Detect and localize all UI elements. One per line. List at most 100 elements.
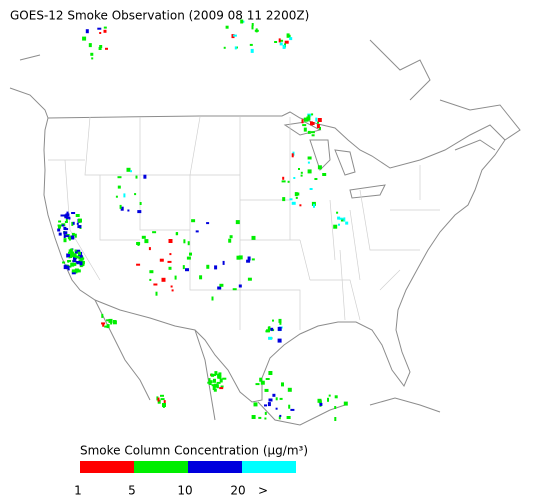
smoke-pixel <box>284 40 289 44</box>
smoke-pixel <box>307 161 310 164</box>
smoke-pixel <box>214 265 218 270</box>
smoke-pixel <box>299 204 302 207</box>
smoke-pixel <box>160 398 165 401</box>
smoke-pixel <box>191 219 196 223</box>
smoke-pixel <box>247 277 252 281</box>
smoke-pixel <box>217 286 222 290</box>
smoke-pixel <box>74 249 77 252</box>
smoke-pixel <box>206 222 210 225</box>
smoke-pixel <box>113 320 116 323</box>
smoke-pixel <box>334 406 337 409</box>
smoke-pixel <box>70 262 75 267</box>
smoke-pixel <box>139 202 142 205</box>
smoke-pixel <box>307 114 310 118</box>
smoke-pixel <box>104 325 108 328</box>
great-lakes <box>283 121 386 199</box>
smoke-pixel <box>63 231 68 235</box>
smoke-pixel <box>279 414 282 417</box>
smoke-pixel <box>97 27 102 30</box>
smoke-pixel <box>211 384 216 387</box>
smoke-pixel <box>73 262 77 266</box>
smoke-pixel <box>103 26 107 29</box>
colorbar-segment <box>134 461 188 473</box>
smoke-pixel <box>105 47 108 50</box>
smoke-pixel <box>60 214 65 217</box>
smoke-pixel <box>175 232 178 236</box>
smoke-pixel <box>159 258 164 262</box>
legend-title: Smoke Column Concentration (μg/m³) <box>80 444 308 458</box>
smoke-pixel <box>152 231 157 234</box>
smoke-pixel <box>106 324 110 329</box>
smoke-pixel <box>265 378 270 380</box>
smoke-pixel <box>222 377 227 380</box>
smoke-pixel <box>251 415 256 419</box>
smoke-pixel <box>78 251 81 255</box>
smoke-pixel <box>278 318 282 323</box>
smoke-pixel <box>187 241 190 246</box>
smoke-pixel <box>223 46 226 49</box>
smoke-pixel <box>334 395 338 399</box>
smoke-pixel <box>225 25 229 29</box>
smoke-pixel <box>64 221 68 223</box>
smoke-pixel <box>286 33 290 36</box>
smoke-pixel <box>57 224 62 227</box>
smoke-pixel <box>277 326 282 331</box>
smoke-pixel <box>272 319 274 322</box>
smoke-pixel <box>287 180 290 183</box>
smoke-pixel <box>74 233 77 238</box>
smoke-pixel <box>314 178 318 180</box>
smoke-pixel <box>250 48 254 53</box>
smoke-pixel <box>85 29 89 34</box>
smoke-pixel <box>102 322 105 327</box>
smoke-pixel <box>185 268 189 272</box>
smoke-pixel <box>71 271 76 275</box>
smoke-pixel <box>288 404 291 409</box>
smoke-pixel <box>282 176 285 180</box>
smoke-pixel <box>76 222 79 225</box>
smoke-pixel <box>208 378 211 382</box>
smoke-pixel <box>291 153 294 158</box>
smoke-pixel <box>255 383 260 386</box>
smoke-pixel <box>259 377 263 382</box>
smoke-pixel <box>148 247 151 251</box>
smoke-pixel <box>143 174 147 179</box>
smoke-pixel <box>207 381 211 384</box>
smoke-pixel <box>137 241 140 246</box>
smoke-pixel <box>251 25 254 30</box>
smoke-pixel <box>279 397 283 400</box>
smoke-pixel <box>98 47 102 50</box>
smoke-pixel <box>255 28 258 33</box>
smoke-pixel <box>343 401 348 406</box>
smoke-pixel <box>328 394 331 397</box>
smoke-pixel <box>235 220 240 225</box>
smoke-pixel <box>318 400 322 404</box>
smoke-pixel <box>144 239 149 244</box>
smoke-pixel <box>79 261 83 266</box>
smoke-pixel <box>63 238 67 243</box>
smoke-pixel <box>134 193 137 196</box>
smoke-pixel <box>268 371 273 375</box>
smoke-pixel <box>76 269 81 273</box>
smoke-pixel <box>80 257 85 260</box>
smoke-pixel <box>126 167 131 172</box>
smoke-pixel <box>249 43 253 46</box>
smoke-pixel <box>80 255 83 258</box>
smoke-pixel <box>58 220 62 223</box>
smoke-pixel <box>246 259 251 263</box>
smoke-pixel <box>117 176 122 179</box>
smoke-pixel <box>210 373 213 377</box>
smoke-pixel <box>298 168 300 170</box>
smoke-pixel <box>264 404 267 407</box>
smoke-pixel <box>311 122 315 125</box>
legend-colorbar <box>80 461 296 473</box>
smoke-pixel <box>79 264 83 268</box>
smoke-pixel <box>291 201 296 205</box>
smoke-pixel <box>115 195 118 198</box>
legend-labels: 1 5 10 20 > <box>74 484 268 498</box>
smoke-pixel <box>82 36 87 41</box>
smoke-pixel <box>163 400 166 404</box>
smoke-pixel <box>302 124 307 127</box>
smoke-pixel <box>301 119 304 124</box>
canada-coast <box>9 39 521 151</box>
